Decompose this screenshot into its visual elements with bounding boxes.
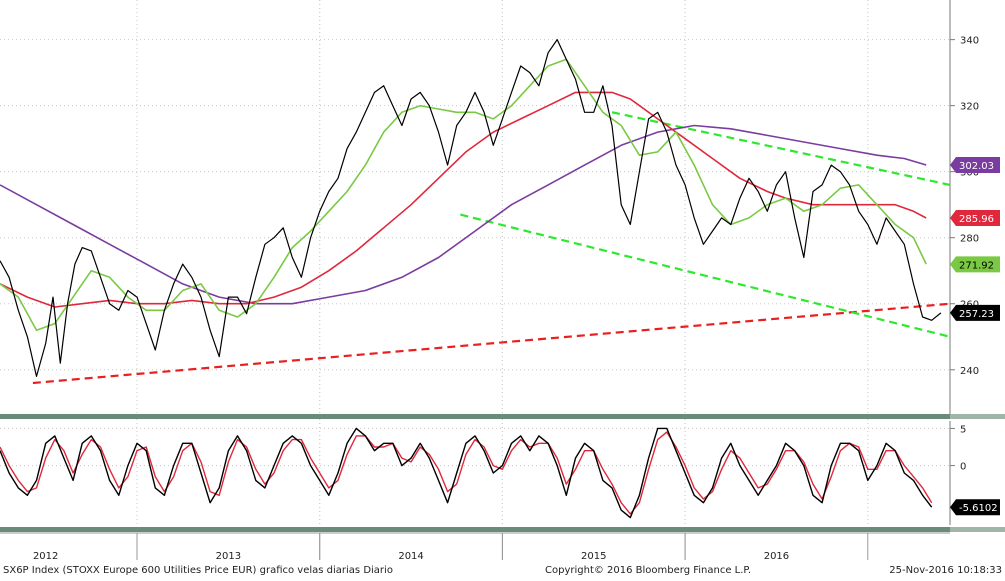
series-layer [0, 38, 942, 377]
footer-center: Copyright© 2016 Bloomberg Finance L.P. [545, 565, 751, 576]
channel-trendline [611, 111, 951, 186]
panel-separator-axis [950, 414, 1005, 419]
value-label-ma_short: 271.92 [959, 260, 994, 271]
x-tick-label: 2013 [216, 551, 241, 562]
value-label-price-bg [950, 304, 1000, 321]
grid-layer [0, 0, 955, 560]
value-label-ma_long: 302.03 [959, 161, 994, 172]
value-label-price: 257.23 [959, 309, 994, 320]
osc-value-label-bg [950, 499, 1000, 516]
value-label-ma_mid-bg [950, 210, 1000, 227]
oscillator-signal-line [0, 431, 933, 515]
price-tick-label: 280 [960, 234, 979, 245]
price-tick-label: 340 [960, 36, 979, 47]
value-label-ma_long-bg [950, 156, 1000, 173]
bottom-separator [0, 527, 950, 532]
price-tick-label: 240 [960, 366, 979, 377]
oscillator-line [0, 427, 933, 519]
ma_long-line [0, 124, 927, 305]
trendlines-layer [32, 111, 951, 385]
x-tick-label: 2015 [581, 551, 606, 562]
price-tick-label: 300 [960, 168, 979, 179]
value-label-ma_short-bg [950, 256, 1000, 273]
x-tick-label: 2016 [764, 551, 789, 562]
x-tick-label: 2012 [33, 551, 58, 562]
osc-value-label: -5.6102 [959, 503, 998, 514]
bottom-separator-axis [950, 527, 1005, 532]
price-tick-label: 320 [960, 102, 979, 113]
value-label-ma_mid: 285.96 [959, 214, 994, 225]
price-series-line [0, 38, 942, 377]
osc-tick-label: 0 [960, 462, 966, 473]
footer-right: 25-Nov-2016 10:18:33 [889, 565, 1002, 576]
x-tick-label: 2014 [398, 551, 423, 562]
support-trendline [32, 302, 951, 385]
footer-left: SX6P Index (STOXX Europe 600 Utilities P… [3, 565, 393, 576]
value-labels-layer: 302.03 285.96 271.92 257.23 -5.6102 [950, 156, 1000, 516]
osc-tick-label: 5 [960, 424, 966, 435]
panel-separator [0, 414, 950, 419]
oscillator-layer [0, 427, 933, 519]
channel-trendline [460, 213, 951, 338]
